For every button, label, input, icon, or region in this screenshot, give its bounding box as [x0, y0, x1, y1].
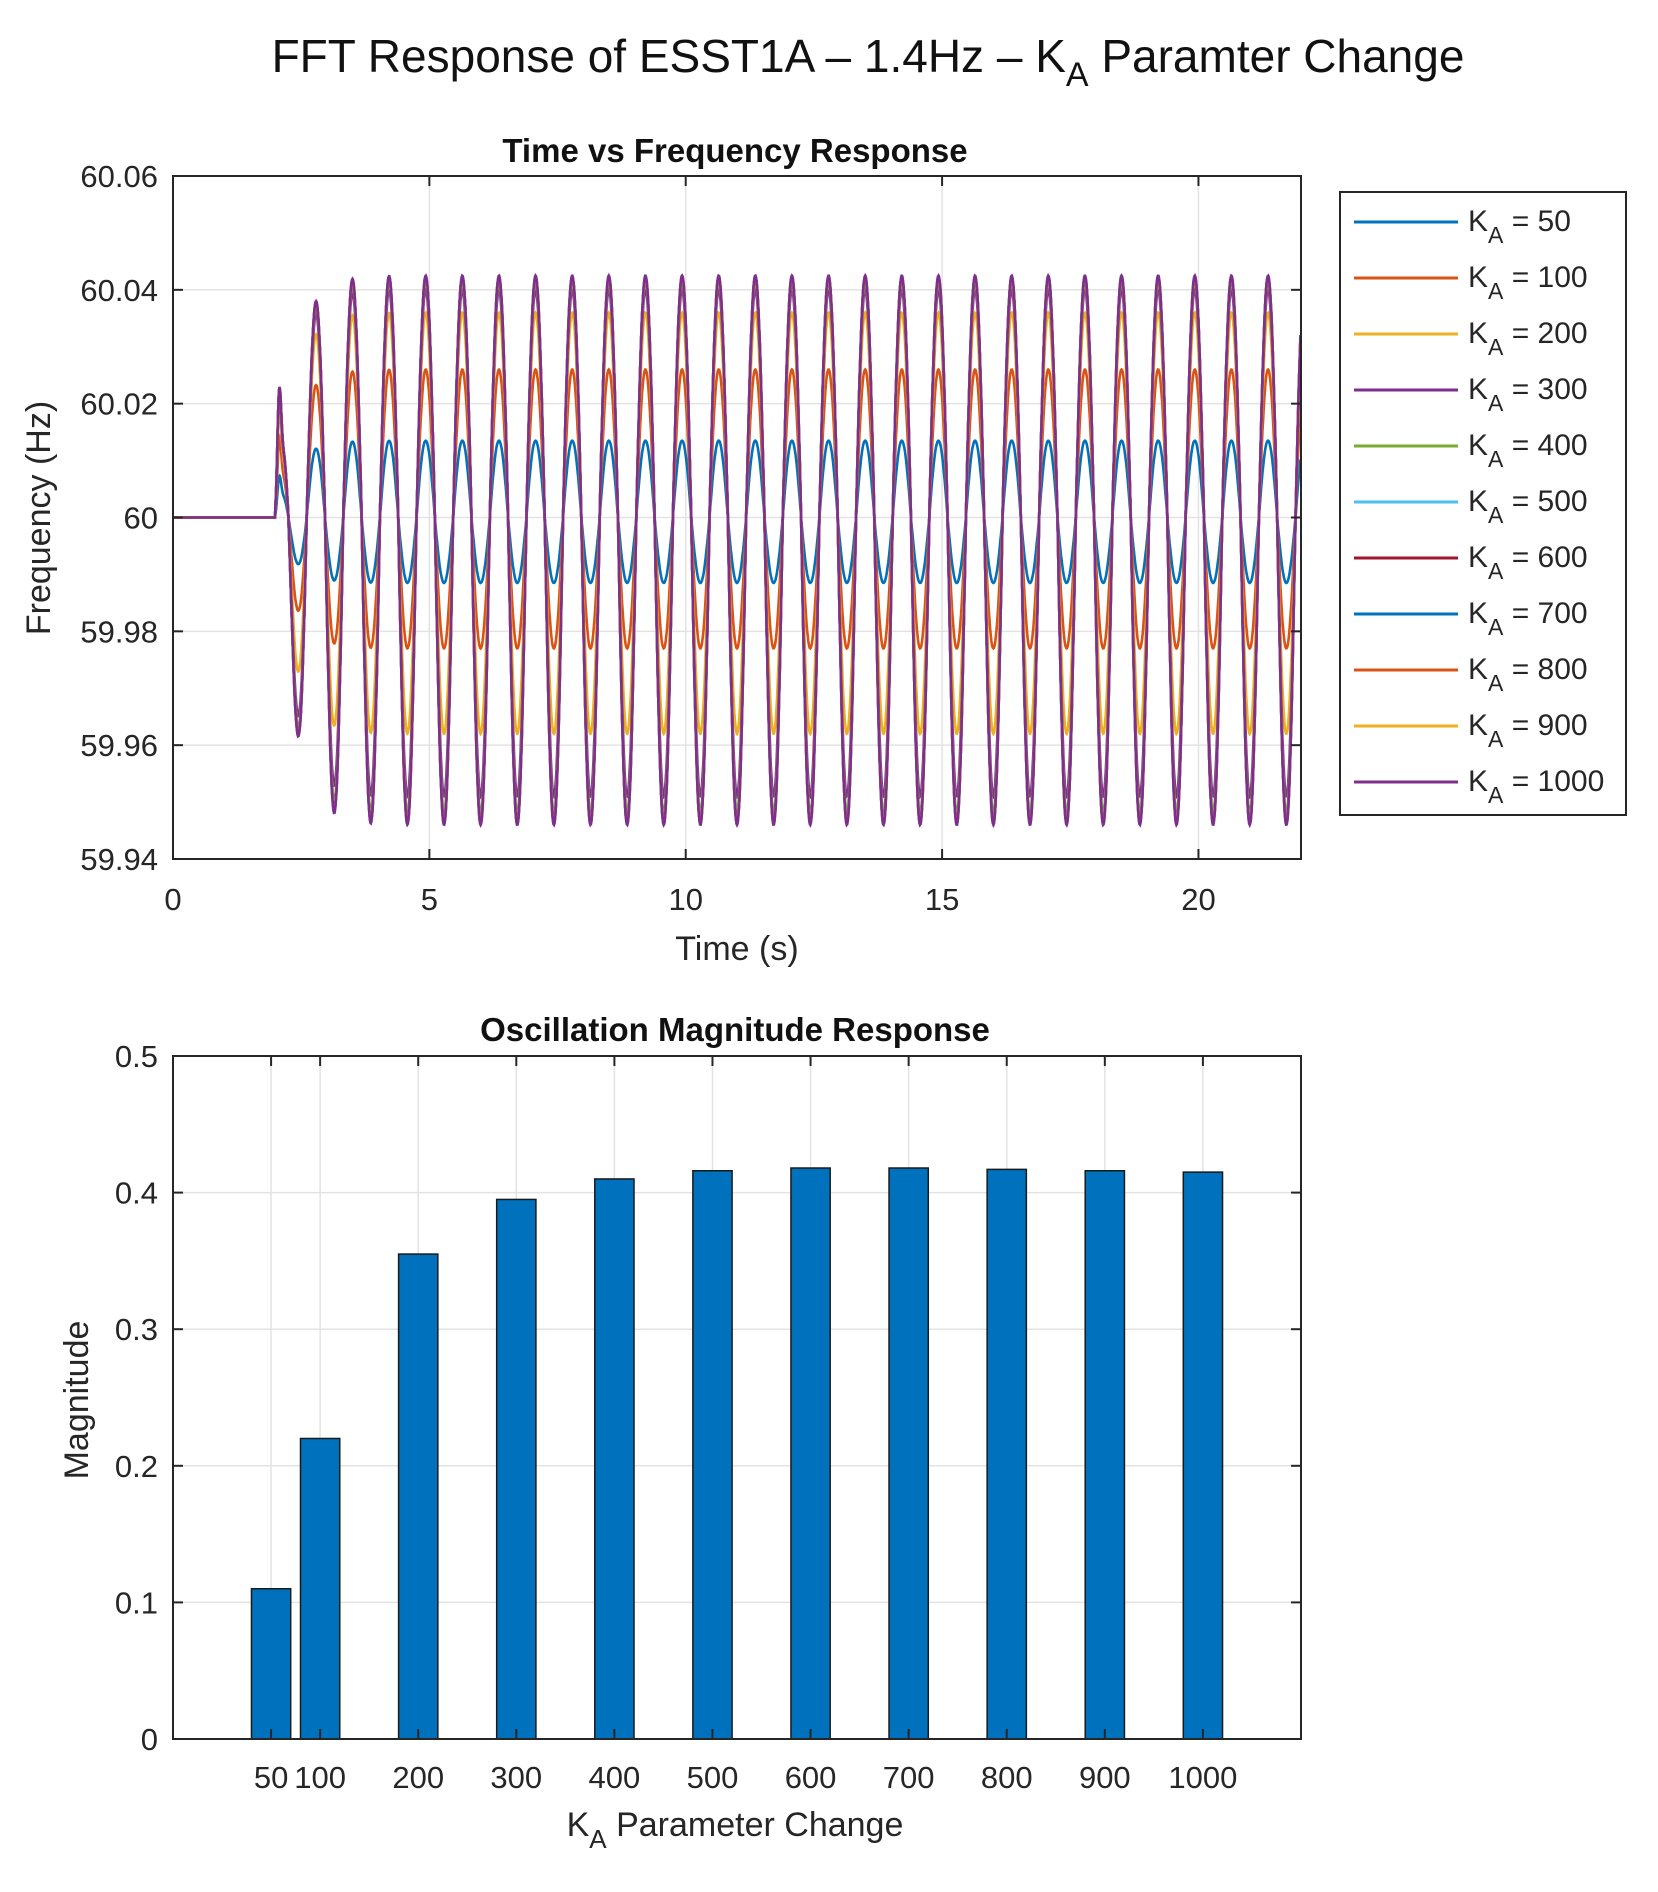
line-y-tick-label: 60.06: [80, 159, 158, 194]
line-y-tick-label: 60.02: [80, 387, 158, 422]
legend-item: KA = 900: [1354, 709, 1588, 752]
bar-y-tick-label: 0.4: [115, 1176, 158, 1211]
bar-chart: Oscillation Magnitude Response 50 100 200 3…: [58, 1011, 1302, 1854]
legend-label: KA = 1000: [1468, 765, 1604, 808]
bar-x-tick-label: 600: [785, 1760, 837, 1795]
line-x-ticks: 0 5 10 15 20: [164, 176, 1216, 917]
bar-x-tick-label: 1000: [1168, 1760, 1237, 1795]
line-series: [173, 272, 1301, 829]
bar-plot-area: [173, 1056, 1301, 1739]
bar-x-tick-label: 700: [883, 1760, 935, 1795]
bar-ka-500: [692, 1169, 733, 1740]
legend-label: KA = 700: [1468, 597, 1588, 640]
line-x-axis-label: Time (s): [675, 930, 798, 968]
bar-x-tick-label: 200: [392, 1760, 444, 1795]
line-y-ticks: 59.94 59.96 59.98 60 60.02 60.04 60.06: [80, 159, 1301, 877]
bar-x-ticks: 50 100 200 300 400 500 600 700 800 900 1000: [254, 1056, 1237, 1795]
bar-ka-800: [986, 1168, 1028, 1740]
bar-ka-900: [1084, 1169, 1126, 1740]
legend-item: KA = 800: [1354, 653, 1588, 696]
legend-label: KA = 400: [1468, 429, 1588, 472]
line-x-tick-label: 15: [925, 882, 959, 917]
bar-y-tick-label: 0.2: [115, 1449, 158, 1484]
bar-ka-600: [790, 1167, 831, 1740]
bar-x-tick-label: 500: [687, 1760, 739, 1795]
bar-ka-1000: [1182, 1171, 1224, 1740]
bar-y-tick-label: 0.3: [115, 1312, 158, 1347]
legend-item: KA = 600: [1354, 541, 1588, 584]
legend-item: KA = 300: [1354, 373, 1588, 416]
bar-ka-700: [888, 1167, 930, 1740]
bar-x-tick-label: 400: [589, 1760, 641, 1795]
legend: KA = 50 KA = 100 KA = 200 KA = 300 KA = 400 K…: [1339, 191, 1627, 816]
bar-y-tick-label: 0.5: [115, 1039, 158, 1074]
bar-y-ticks: 0 0.1 0.2 0.3 0.4 0.5: [115, 1039, 1301, 1757]
bar-axes-box: [172, 1055, 1302, 1740]
legend-item: KA = 1000: [1354, 765, 1604, 808]
bar-x-tick-label: 900: [1079, 1760, 1131, 1795]
bar-x-axis-label: KA Parameter Change: [567, 1806, 904, 1854]
legend-item: KA = 700: [1354, 597, 1588, 640]
bar-y-tick-label: 0: [141, 1722, 158, 1757]
bar-x-tick-label: 800: [981, 1760, 1033, 1795]
legend-item: KA = 100: [1354, 261, 1588, 304]
line-y-axis-label: Frequency (Hz): [20, 401, 58, 635]
line-x-tick-label: 0: [164, 882, 181, 917]
line-y-tick-label: 60.04: [80, 273, 158, 308]
line-y-tick-label: 59.94: [80, 842, 158, 877]
line-x-tick-label: 10: [668, 882, 702, 917]
line-y-tick-label: 59.98: [80, 614, 158, 649]
legend-items: KA = 50 KA = 100 KA = 200 KA = 300 KA = 400 K…: [1354, 205, 1604, 808]
bar-x-tick-label: 50: [254, 1760, 288, 1795]
bar-ka-200: [397, 1253, 439, 1740]
bar-x-tick-label: 300: [490, 1760, 542, 1795]
bar-ka-100: [299, 1437, 341, 1740]
legend-item: KA = 400: [1354, 429, 1588, 472]
figure-title: FFT Response of ESST1A – 1.4Hz – KA Para…: [272, 30, 1465, 94]
bar-chart-title: Oscillation Magnitude Response: [480, 1011, 990, 1048]
legend-label: KA = 50: [1468, 205, 1571, 248]
bar-x-tick-label: 100: [294, 1760, 346, 1795]
legend-label: KA = 900: [1468, 709, 1588, 752]
legend-label: KA = 600: [1468, 541, 1588, 584]
line-y-tick-label: 60: [124, 501, 158, 536]
bar-y-tick-label: 0.1: [115, 1585, 158, 1620]
legend-label: KA = 500: [1468, 485, 1588, 528]
legend-label: KA = 800: [1468, 653, 1588, 696]
line-x-tick-label: 5: [421, 882, 438, 917]
line-x-tick-label: 20: [1181, 882, 1215, 917]
legend-label: KA = 200: [1468, 317, 1588, 360]
legend-item: KA = 500: [1354, 485, 1588, 528]
bar-ka-300: [495, 1198, 537, 1740]
line-y-tick-label: 59.96: [80, 728, 158, 763]
bars: [250, 1167, 1224, 1740]
bar-ka-50: [250, 1587, 292, 1740]
legend-item: KA = 200: [1354, 317, 1588, 360]
legend-label: KA = 300: [1468, 373, 1588, 416]
bar-y-axis-label: Magnitude: [58, 1321, 96, 1480]
legend-item: KA = 50: [1354, 205, 1571, 248]
line-chart: Time vs Frequency Response 0 5 10 15 20 59.9…: [20, 132, 1627, 968]
legend-label: KA = 100: [1468, 261, 1588, 304]
series-line-ka-1000: [173, 272, 1301, 829]
line-chart-title: Time vs Frequency Response: [502, 132, 967, 169]
bar-ka-400: [594, 1178, 635, 1740]
